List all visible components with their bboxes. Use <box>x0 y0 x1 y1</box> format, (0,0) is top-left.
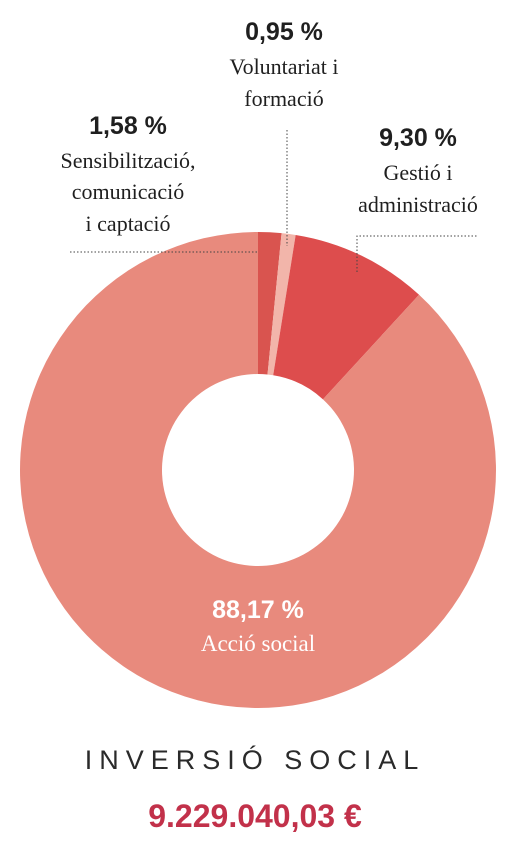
slice-label-voluntariat-line2: formació <box>244 86 323 111</box>
slice-label-gestio-line2: administració <box>358 192 478 217</box>
footer-title: INVERSIÓ SOCIAL <box>84 745 426 775</box>
slice-value-label-accio-social: 88,17 % <box>212 596 304 624</box>
donut-slice-voluntariat <box>267 233 296 376</box>
slice-label-accio-social: Acció social <box>201 631 315 656</box>
slice-label-sensibilitzacio-line3: i captació <box>86 211 171 236</box>
slice-value-label-sensibilitzacio: 1,58 % <box>89 112 167 140</box>
donut-slice-gestio <box>273 235 420 400</box>
slice-value-label-voluntariat: 0,95 % <box>245 18 323 46</box>
donut-slice-sensibilitzacio <box>258 232 282 375</box>
leader-line-gestio <box>356 235 478 272</box>
donut-slice-accio-social <box>20 232 496 709</box>
slice-label-voluntariat-line1: Voluntariat i <box>230 54 339 79</box>
slice-label-gestio-line1: Gestió i <box>383 160 452 185</box>
footer-total: 9.229.040,03 € <box>148 798 362 834</box>
slice-label-sensibilitzacio-line1: Sensibilització, <box>60 148 195 173</box>
slice-label-sensibilitzacio-line2: comunicació <box>72 179 184 204</box>
slice-value-label-gestio: 9,30 % <box>379 124 457 152</box>
